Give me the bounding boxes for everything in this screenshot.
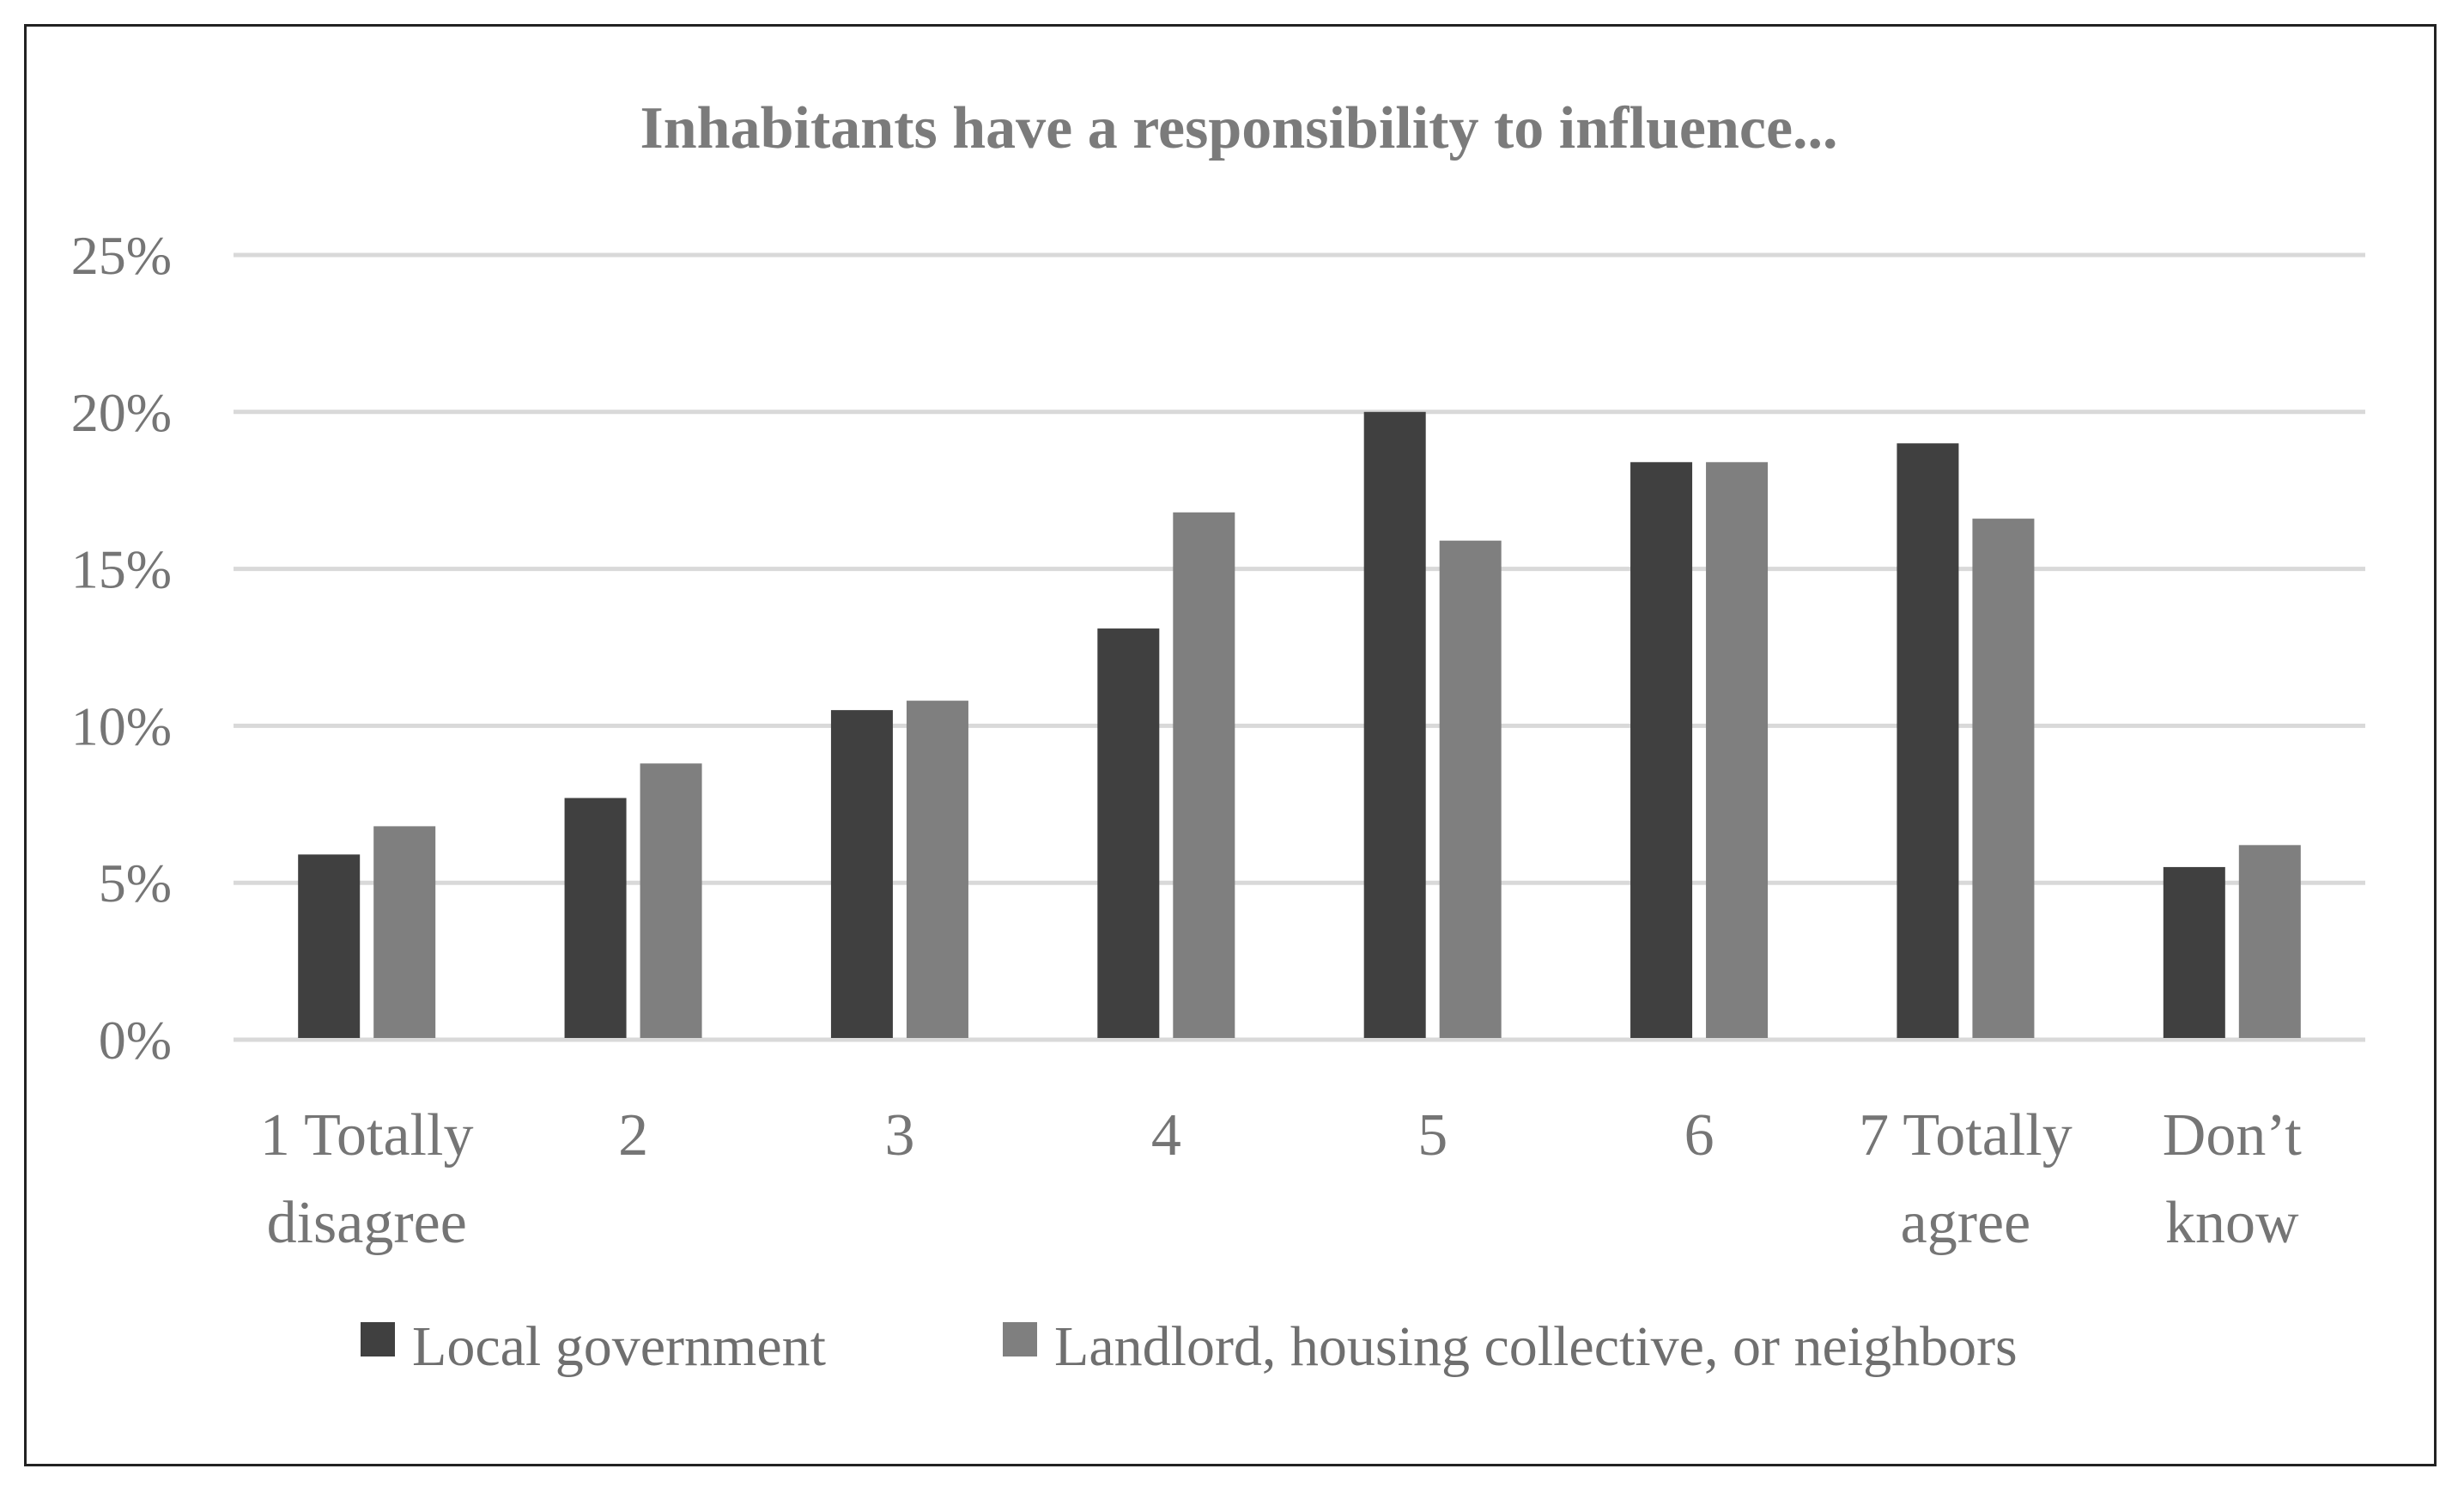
bar-series-1-cat-3 xyxy=(830,710,893,1038)
bar-series-1-cat-5 xyxy=(1363,411,1426,1038)
bar-series-2-cat-8 xyxy=(2238,845,2301,1038)
x-category-label: Don’t xyxy=(2163,1102,2303,1168)
x-category-label: 7 Totally xyxy=(1859,1102,2073,1168)
x-category-label: 4 xyxy=(1151,1102,1181,1168)
x-category-label: 2 xyxy=(618,1102,648,1168)
legend-label: Landlord, housing collective, or neighbo… xyxy=(1054,1315,2018,1378)
bar-series-2-cat-5 xyxy=(1439,540,1502,1038)
y-tick-label: 10% xyxy=(71,695,172,756)
y-tick-label: 15% xyxy=(71,539,172,600)
x-category-label: 6 xyxy=(1684,1102,1714,1168)
x-category-label: 1 Totally xyxy=(260,1102,474,1168)
x-category-label: know xyxy=(2165,1190,2299,1256)
chart-title: Inhabitants have a responsibility to inf… xyxy=(640,95,1837,161)
bar-series-1-cat-1 xyxy=(298,854,361,1038)
bar-series-1-cat-8 xyxy=(2163,866,2225,1038)
bar-series-2-cat-1 xyxy=(373,826,436,1038)
bar-series-2-cat-4 xyxy=(1173,512,1235,1038)
y-tick-label: 5% xyxy=(99,853,172,913)
bar-series-2-cat-6 xyxy=(1706,462,1769,1038)
x-axis-categories: 1 Totally disagree 2 3 4 5 6 7 Totally agree Don’… xyxy=(260,1102,2302,1256)
gridlines xyxy=(234,252,2365,1042)
bar-series-2-cat-3 xyxy=(906,701,968,1038)
legend-swatch xyxy=(1003,1322,1037,1356)
y-tick-label: 20% xyxy=(71,382,172,443)
bar-series-1-cat-6 xyxy=(1630,462,1693,1038)
bars xyxy=(298,411,2301,1038)
bar-series-1-cat-2 xyxy=(564,798,627,1038)
y-tick-label: 0% xyxy=(99,1010,172,1071)
bar-series-1-cat-7 xyxy=(1897,443,1959,1038)
y-axis-ticks: 0% 5% 10% 15% 20% 25% xyxy=(71,225,172,1071)
x-category-label: 5 xyxy=(1417,1102,1447,1168)
bar-series-2-cat-2 xyxy=(640,763,702,1038)
bar-series-1-cat-4 xyxy=(1097,628,1160,1038)
legend-swatch xyxy=(361,1322,395,1356)
bar-series-2-cat-7 xyxy=(1972,519,2035,1038)
x-category-label: disagree xyxy=(267,1190,467,1256)
legend-label: Local government xyxy=(412,1315,826,1378)
x-category-label: 3 xyxy=(884,1102,914,1168)
legend: Local government Landlord, housing collec… xyxy=(361,1315,2018,1378)
y-tick-label: 25% xyxy=(71,225,172,286)
x-category-label: agree xyxy=(1901,1190,2031,1256)
